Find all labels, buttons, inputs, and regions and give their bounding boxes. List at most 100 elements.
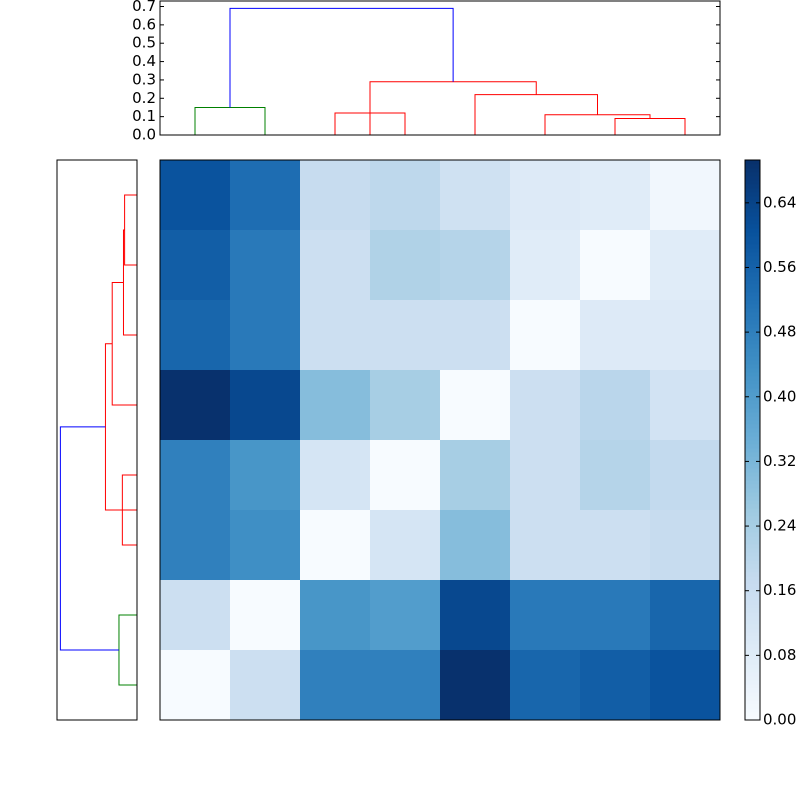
colorbar-step: [745, 656, 760, 661]
colorbar-step: [745, 296, 760, 301]
heatmap-cell: [440, 300, 511, 371]
heatmap-cell: [300, 160, 371, 231]
heatmap-cell: [160, 370, 231, 441]
colorbar-step: [745, 388, 760, 393]
colorbar-step: [745, 712, 760, 717]
heatmap-cell: [440, 160, 511, 231]
dendrogram-link: [614, 117, 686, 135]
colorbar-step: [745, 644, 760, 649]
heatmap-cell: [650, 440, 721, 511]
colorbar-step: [745, 404, 760, 409]
colorbar-step: [745, 660, 760, 665]
y-tick-label: 0.4: [132, 52, 156, 70]
dendrogram-link: [124, 194, 137, 266]
heatmap-cell: [650, 160, 721, 231]
colorbar-step: [745, 168, 760, 173]
y-tick-label: 0.7: [132, 0, 156, 15]
colorbar-step: [745, 696, 760, 701]
colorbar-step: [745, 592, 760, 597]
heatmap-cell: [510, 160, 581, 231]
colorbar-step: [745, 348, 760, 353]
colorbar-step: [745, 248, 760, 253]
colorbar-step: [745, 220, 760, 225]
colorbar-step: [745, 448, 760, 453]
dendrogram-link: [229, 7, 454, 108]
colorbar-step: [745, 636, 760, 641]
heatmap-cell: [300, 230, 371, 301]
heatmap-cell: [440, 440, 511, 511]
heatmap-cell: [160, 580, 231, 651]
heatmap-cell: [580, 580, 651, 651]
colorbar-step: [745, 276, 760, 281]
colorbar-tick-label: 0.40: [763, 387, 796, 405]
colorbar-step: [745, 272, 760, 277]
colorbar-step: [745, 472, 760, 477]
dendrogram-frame: [56, 159, 138, 721]
colorbar-step: [745, 512, 760, 517]
colorbar-step: [745, 384, 760, 389]
heatmap-cell: [160, 440, 231, 511]
y-tick-label: 0.0: [132, 126, 156, 144]
colorbar-step: [745, 484, 760, 489]
colorbar-step: [745, 692, 760, 697]
heatmap-cell: [230, 510, 301, 581]
heatmap-cell: [300, 440, 371, 511]
heatmap-cell: [440, 230, 511, 301]
colorbar-step: [745, 520, 760, 525]
colorbar-step: [745, 460, 760, 465]
colorbar-step: [745, 716, 760, 721]
colorbar-step: [745, 504, 760, 509]
colorbar-step: [745, 236, 760, 241]
colorbar-step: [745, 332, 760, 337]
colorbar-step: [745, 480, 760, 485]
colorbar-step: [745, 676, 760, 681]
colorbar-step: [745, 704, 760, 709]
colorbar-step: [745, 264, 760, 269]
colorbar-step: [745, 340, 760, 345]
colorbar-step: [745, 496, 760, 501]
colorbar-step: [745, 344, 760, 349]
heatmap-cell: [650, 580, 721, 651]
heatmap-cell: [300, 510, 371, 581]
y-tick-label: 0.6: [132, 15, 156, 33]
y-tick-label: 0.3: [132, 70, 156, 88]
dendrogram-link: [59, 426, 119, 651]
colorbar-step: [745, 540, 760, 545]
colorbar-step: [745, 392, 760, 397]
heatmap-cell: [580, 650, 651, 721]
heatmap-cell: [160, 160, 231, 231]
heatmap-cell: [580, 440, 651, 511]
heatmap-cell: [230, 160, 301, 231]
colorbar-step: [745, 576, 760, 581]
colorbar-step: [745, 244, 760, 249]
colorbar-step: [745, 560, 760, 565]
colorbar-step: [745, 700, 760, 705]
colorbar-step: [745, 292, 760, 297]
colorbar-step: [745, 672, 760, 677]
heatmap-cell: [650, 300, 721, 371]
colorbar-step: [745, 668, 760, 673]
colorbar-step: [745, 544, 760, 549]
colorbar-step: [745, 316, 760, 321]
colorbar-tick-label: 0.32: [763, 452, 796, 470]
colorbar-step: [745, 160, 760, 165]
colorbar-step: [745, 580, 760, 585]
dendrogram-link: [111, 282, 137, 406]
colorbar-step: [745, 464, 760, 469]
colorbar-step: [745, 556, 760, 561]
colorbar-step: [745, 608, 760, 613]
colorbar-step: [745, 360, 760, 365]
colorbar-step: [745, 476, 760, 481]
colorbar-step: [745, 328, 760, 333]
colorbar-tick-label: 0.08: [763, 646, 796, 664]
heatmap-cell: [510, 300, 581, 371]
colorbar-step: [745, 216, 760, 221]
colorbar-step: [745, 424, 760, 429]
colorbar-step: [745, 372, 760, 377]
heatmap-cell: [370, 230, 441, 301]
colorbar-step: [745, 324, 760, 329]
colorbar-step: [745, 356, 760, 361]
heatmap-cell: [580, 230, 651, 301]
colorbar-step: [745, 628, 760, 633]
colorbar-step: [745, 200, 760, 205]
